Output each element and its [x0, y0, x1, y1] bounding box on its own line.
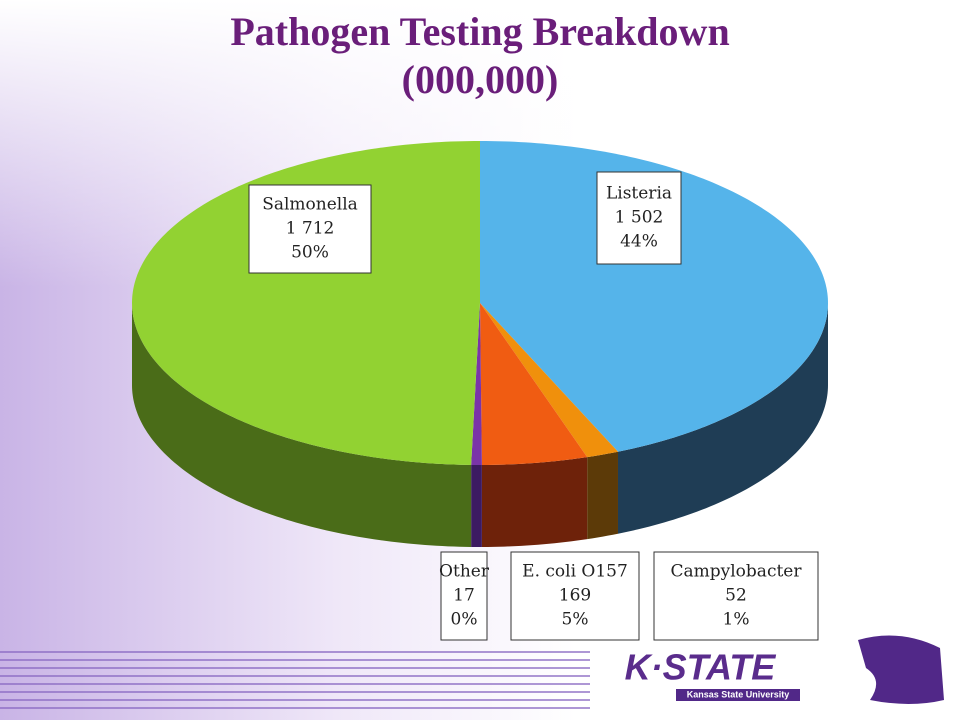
label-box — [510, 551, 640, 641]
label-percent: 44% — [620, 232, 658, 252]
label-box — [596, 171, 682, 265]
logo: K·STATE Kansas State University — [600, 635, 944, 704]
pie-slice — [480, 303, 618, 458]
pie-slice — [480, 303, 588, 465]
pie-side — [617, 303, 828, 534]
data-labels: Listeria 1 502 44% Campylobacter 52 1% E. coli… — [248, 171, 819, 641]
pie-side — [587, 451, 618, 540]
label-box — [440, 551, 488, 641]
pie — [132, 141, 828, 547]
label-value: 52 — [725, 586, 747, 606]
label-category: Campylobacter — [671, 562, 803, 582]
label-box — [248, 184, 372, 274]
label-category: Other — [439, 562, 490, 582]
bottom-stripes — [0, 651, 590, 709]
chart-title: Pathogen Testing Breakdown — [230, 9, 729, 54]
label-category: Salmonella — [262, 195, 358, 215]
pie-side — [132, 303, 472, 547]
label-box — [653, 551, 819, 641]
logo-wordmark: K·STATE — [625, 647, 777, 688]
pie-side — [471, 464, 482, 547]
label-value: 17 — [453, 586, 475, 606]
label-category: Listeria — [606, 184, 672, 204]
label-category: E. coli O157 — [522, 562, 628, 582]
logo-tagline: Kansas State University — [687, 689, 790, 699]
label-value: 1 502 — [615, 208, 664, 228]
label-percent: 50% — [291, 243, 329, 263]
pie-slice — [132, 141, 480, 465]
wildcat-icon — [858, 635, 944, 704]
label-percent: 0% — [451, 610, 478, 630]
label-percent: 1% — [723, 610, 750, 630]
pie-slice — [480, 141, 828, 452]
label-value: 169 — [559, 586, 591, 606]
label-percent: 5% — [562, 610, 589, 630]
label-value: 1 712 — [286, 219, 335, 239]
pie-slice — [471, 303, 482, 465]
pie-side — [481, 457, 588, 547]
chart-subtitle: (000,000) — [402, 57, 559, 102]
